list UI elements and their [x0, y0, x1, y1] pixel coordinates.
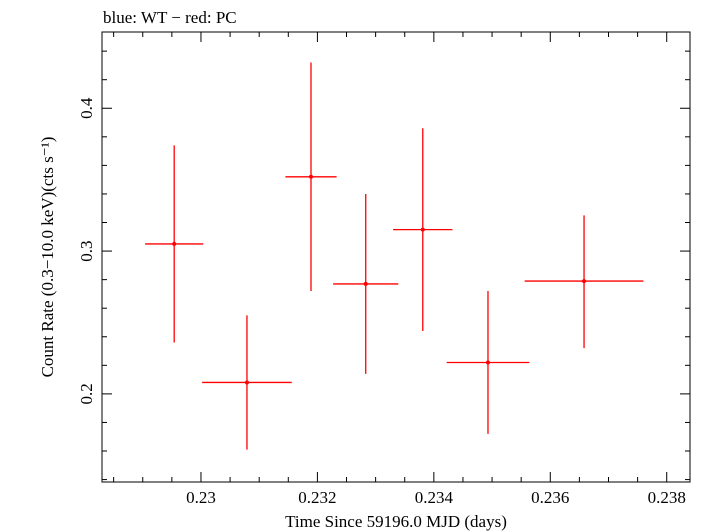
y-tick-label: 0.3 — [77, 240, 96, 261]
x-axis-label: Time Since 59196.0 MJD (days) — [285, 512, 507, 531]
point-marker — [485, 360, 490, 365]
x-tick-label: 0.236 — [531, 488, 569, 507]
y-axis: 0.2 0.3 0.4 — [77, 50, 690, 481]
point-marker — [420, 227, 425, 232]
data-point — [446, 291, 530, 434]
x-tick-label: 0.23 — [186, 488, 216, 507]
x-axis: 0.23 0.232 0.234 0.236 0.238 — [113, 32, 686, 507]
point-marker — [172, 241, 177, 246]
data-point — [285, 62, 337, 292]
point-marker — [582, 279, 587, 284]
point-marker — [309, 174, 314, 179]
data-point — [202, 315, 292, 450]
data-point — [145, 145, 204, 343]
data-point — [333, 193, 399, 374]
y-tick-label: 0.2 — [77, 383, 96, 404]
y-tick-label: 0.4 — [77, 97, 96, 119]
plot-frame — [101, 31, 691, 483]
point-marker — [244, 380, 249, 385]
x-tick-label: 0.238 — [648, 488, 686, 507]
x-tick-label: 0.234 — [415, 488, 454, 507]
y-axis-label: Count Rate (0.3−10.0 keV)(cts s⁻¹) — [38, 137, 57, 378]
data-series-pc — [145, 62, 644, 450]
data-point — [524, 215, 644, 349]
x-tick-label: 0.232 — [298, 488, 336, 507]
chart-title: blue: WT − red: PC — [103, 8, 237, 27]
data-point — [393, 128, 453, 332]
point-marker — [363, 281, 368, 286]
